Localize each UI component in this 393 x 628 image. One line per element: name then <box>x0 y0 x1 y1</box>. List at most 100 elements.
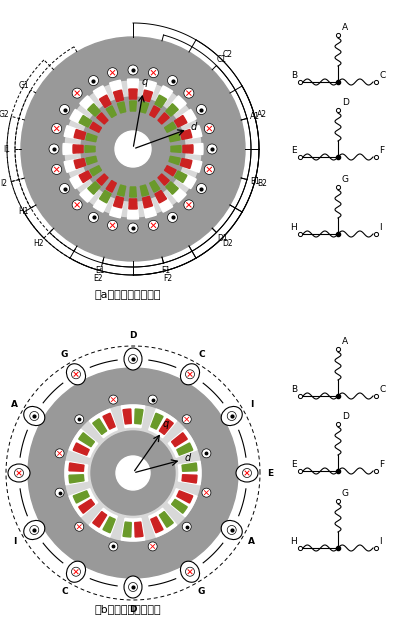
Wedge shape <box>65 461 88 485</box>
Wedge shape <box>151 517 163 533</box>
Text: E: E <box>291 146 297 155</box>
Circle shape <box>185 370 195 379</box>
Wedge shape <box>155 95 167 107</box>
Wedge shape <box>114 90 123 102</box>
Text: C: C <box>379 71 385 80</box>
Circle shape <box>182 414 191 424</box>
Wedge shape <box>110 202 123 218</box>
Wedge shape <box>97 174 108 185</box>
Text: C: C <box>61 587 68 596</box>
Circle shape <box>207 144 217 154</box>
Wedge shape <box>74 158 86 168</box>
Wedge shape <box>118 102 126 113</box>
Wedge shape <box>149 508 177 537</box>
Wedge shape <box>90 122 101 133</box>
Wedge shape <box>88 181 100 194</box>
Wedge shape <box>186 126 202 139</box>
Wedge shape <box>159 512 173 528</box>
Text: A: A <box>11 400 18 409</box>
Circle shape <box>30 411 39 421</box>
Circle shape <box>227 526 236 534</box>
Text: G: G <box>342 489 349 498</box>
Text: （a）分布式绕组电机: （a）分布式绕组电机 <box>95 290 161 300</box>
Wedge shape <box>90 166 101 176</box>
Wedge shape <box>189 144 203 154</box>
Wedge shape <box>79 433 94 447</box>
Wedge shape <box>143 202 156 218</box>
Wedge shape <box>151 413 163 429</box>
Wedge shape <box>179 109 196 125</box>
Wedge shape <box>150 180 160 192</box>
Wedge shape <box>143 80 156 96</box>
Text: H2: H2 <box>33 239 44 248</box>
Wedge shape <box>123 409 131 424</box>
Circle shape <box>55 488 64 497</box>
Text: C2: C2 <box>223 50 233 59</box>
Text: d: d <box>191 122 197 132</box>
Circle shape <box>75 414 84 424</box>
Ellipse shape <box>236 464 258 482</box>
Ellipse shape <box>180 561 200 582</box>
Wedge shape <box>169 156 180 165</box>
Wedge shape <box>168 489 197 517</box>
Circle shape <box>227 411 236 421</box>
Circle shape <box>88 75 99 85</box>
Circle shape <box>109 542 118 551</box>
Circle shape <box>182 522 191 531</box>
Wedge shape <box>94 86 109 103</box>
Text: q: q <box>163 420 169 430</box>
Wedge shape <box>94 195 109 212</box>
Wedge shape <box>110 80 123 96</box>
Wedge shape <box>73 490 89 503</box>
Wedge shape <box>183 145 193 153</box>
Circle shape <box>91 431 175 515</box>
Circle shape <box>49 144 59 154</box>
Wedge shape <box>182 463 197 471</box>
Text: G: G <box>198 587 205 596</box>
Ellipse shape <box>66 561 86 582</box>
Wedge shape <box>99 95 111 107</box>
Ellipse shape <box>124 576 142 598</box>
Wedge shape <box>64 126 80 139</box>
Text: H: H <box>290 223 297 232</box>
Circle shape <box>148 395 157 404</box>
Wedge shape <box>103 413 115 429</box>
Wedge shape <box>182 475 197 483</box>
Text: A: A <box>248 537 255 546</box>
Circle shape <box>242 468 252 477</box>
Ellipse shape <box>124 348 142 370</box>
Circle shape <box>129 354 138 364</box>
Text: E: E <box>291 460 297 469</box>
Circle shape <box>149 220 158 230</box>
Text: d: d <box>185 453 191 463</box>
Wedge shape <box>179 173 196 188</box>
Text: A1: A1 <box>250 112 260 121</box>
Text: F2: F2 <box>163 274 172 283</box>
Wedge shape <box>168 430 197 457</box>
Wedge shape <box>73 145 83 153</box>
Text: F1: F1 <box>161 266 170 275</box>
Wedge shape <box>158 174 169 185</box>
Circle shape <box>65 405 201 541</box>
Circle shape <box>196 183 206 193</box>
Text: I: I <box>379 223 382 232</box>
Wedge shape <box>169 185 186 202</box>
Circle shape <box>128 223 138 233</box>
Ellipse shape <box>8 464 30 482</box>
Circle shape <box>167 212 178 222</box>
Text: A: A <box>342 337 348 346</box>
Circle shape <box>72 88 82 98</box>
Wedge shape <box>143 197 152 208</box>
Text: G: G <box>342 175 349 184</box>
Wedge shape <box>174 116 187 127</box>
Circle shape <box>108 68 118 78</box>
Circle shape <box>81 97 185 201</box>
Circle shape <box>167 75 178 85</box>
Wedge shape <box>79 116 92 127</box>
Wedge shape <box>165 122 176 133</box>
Ellipse shape <box>221 406 242 426</box>
Text: B1: B1 <box>250 177 260 186</box>
Wedge shape <box>135 409 143 424</box>
Circle shape <box>202 449 211 458</box>
Wedge shape <box>63 144 77 154</box>
